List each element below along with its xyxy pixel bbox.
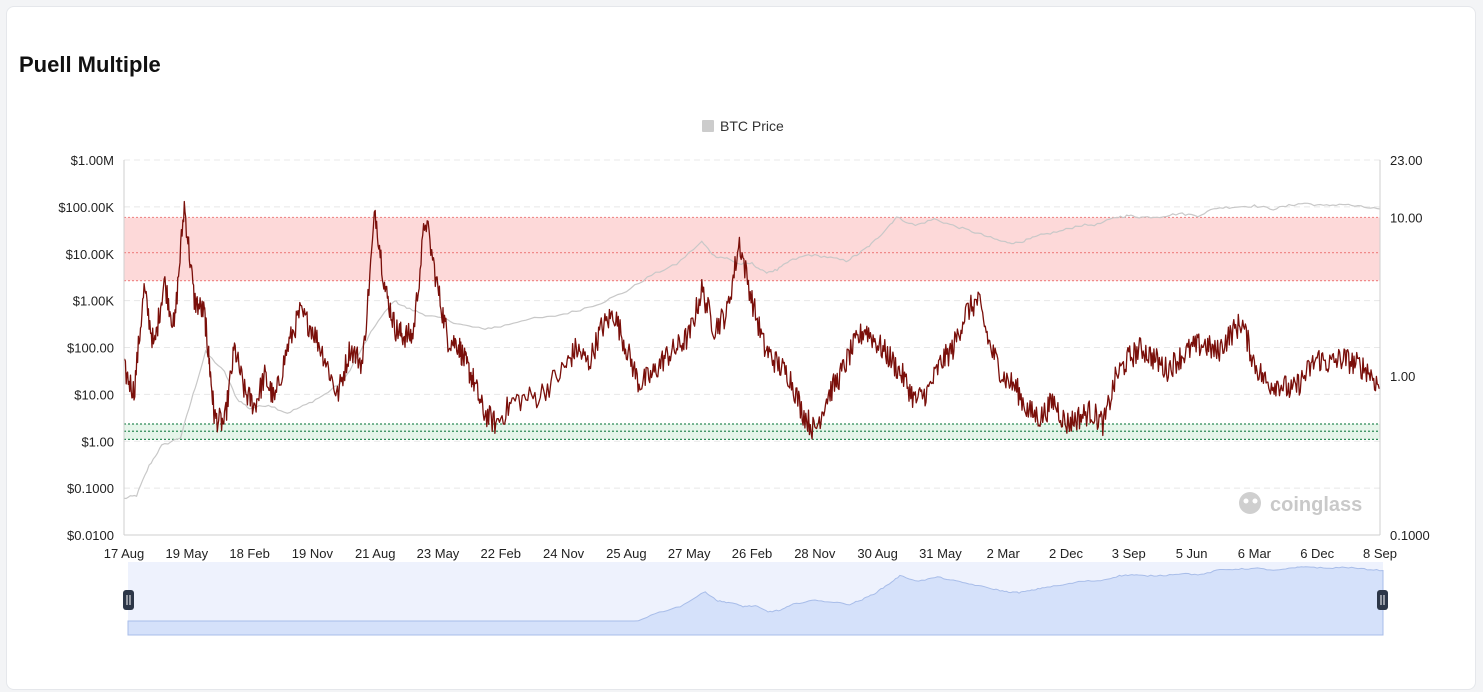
y-left-tick-label: $100.00 [67, 341, 114, 356]
x-tick-label: 22 Feb [481, 546, 521, 561]
range-navigator[interactable] [123, 562, 1388, 636]
x-axis: 17 Aug 19 May 18 Feb 19 Nov 21 Aug 23 May 22 F… [104, 546, 1397, 561]
series-puell-multiple [123, 200, 1381, 440]
x-tick-label: 2 Mar [987, 546, 1021, 561]
y-left-tick-label: $0.1000 [67, 481, 114, 496]
x-tick-label: 17 Aug [104, 546, 145, 561]
series-layer [123, 200, 1381, 500]
x-tick-label: 19 Nov [292, 546, 334, 561]
legend[interactable]: BTC Price [702, 118, 784, 134]
x-tick-label: 18 Feb [229, 546, 269, 561]
y-axis-right: 23.00 10.00 1.00 0.1000 [1390, 153, 1430, 543]
x-tick-label: 30 Aug [857, 546, 898, 561]
y-left-tick-label: $1.00M [71, 153, 114, 168]
series-btc-price [123, 202, 1381, 500]
y-right-tick-label: 0.1000 [1390, 528, 1430, 543]
x-tick-label: 31 May [919, 546, 962, 561]
x-tick-label: 3 Sep [1112, 546, 1146, 561]
x-tick-label: 28 Nov [794, 546, 836, 561]
x-tick-label: 24 Nov [543, 546, 585, 561]
y-right-tick-label: 10.00 [1390, 210, 1423, 225]
page-title: Puell Multiple [19, 52, 161, 77]
x-tick-label: 6 Mar [1238, 546, 1272, 561]
y-left-tick-label: $10.00 [74, 387, 114, 402]
y-left-tick-label: $100.00K [58, 200, 114, 215]
x-tick-label: 21 Aug [355, 546, 396, 561]
x-tick-label: 19 May [165, 546, 208, 561]
y-left-tick-label: $10.00K [66, 247, 115, 262]
x-tick-label: 2 Dec [1049, 546, 1083, 561]
navigator-area [127, 566, 1384, 636]
navigator-handle-left[interactable] [123, 590, 134, 610]
x-tick-label: 5 Jun [1176, 546, 1208, 561]
y-left-tick-label: $1.00 [81, 434, 114, 449]
watermark-text: coinglass [1270, 494, 1362, 516]
y-right-tick-label: 1.00 [1390, 369, 1415, 384]
y-axis-left: $1.00M $100.00K $10.00K $1.00K $100.00 $10.00… [58, 153, 114, 543]
y-left-tick-label: $0.0100 [67, 528, 114, 543]
legend-swatch [702, 120, 714, 132]
x-tick-label: 6 Dec [1300, 546, 1334, 561]
x-tick-label: 23 May [417, 546, 460, 561]
coinglass-logo-icon [1239, 492, 1261, 514]
band-high [124, 217, 1380, 281]
navigator-handle-right[interactable] [1377, 590, 1388, 610]
x-tick-label: 27 May [668, 546, 711, 561]
y-right-tick-label: 23.00 [1390, 153, 1423, 168]
x-tick-label: 8 Sep [1363, 546, 1397, 561]
x-tick-label: 26 Feb [732, 546, 772, 561]
x-tick-label: 25 Aug [606, 546, 647, 561]
y-left-tick-label: $1.00K [73, 294, 115, 309]
axes [123, 160, 1381, 536]
legend-label: BTC Price [720, 118, 784, 134]
watermark: coinglass [1239, 492, 1362, 516]
